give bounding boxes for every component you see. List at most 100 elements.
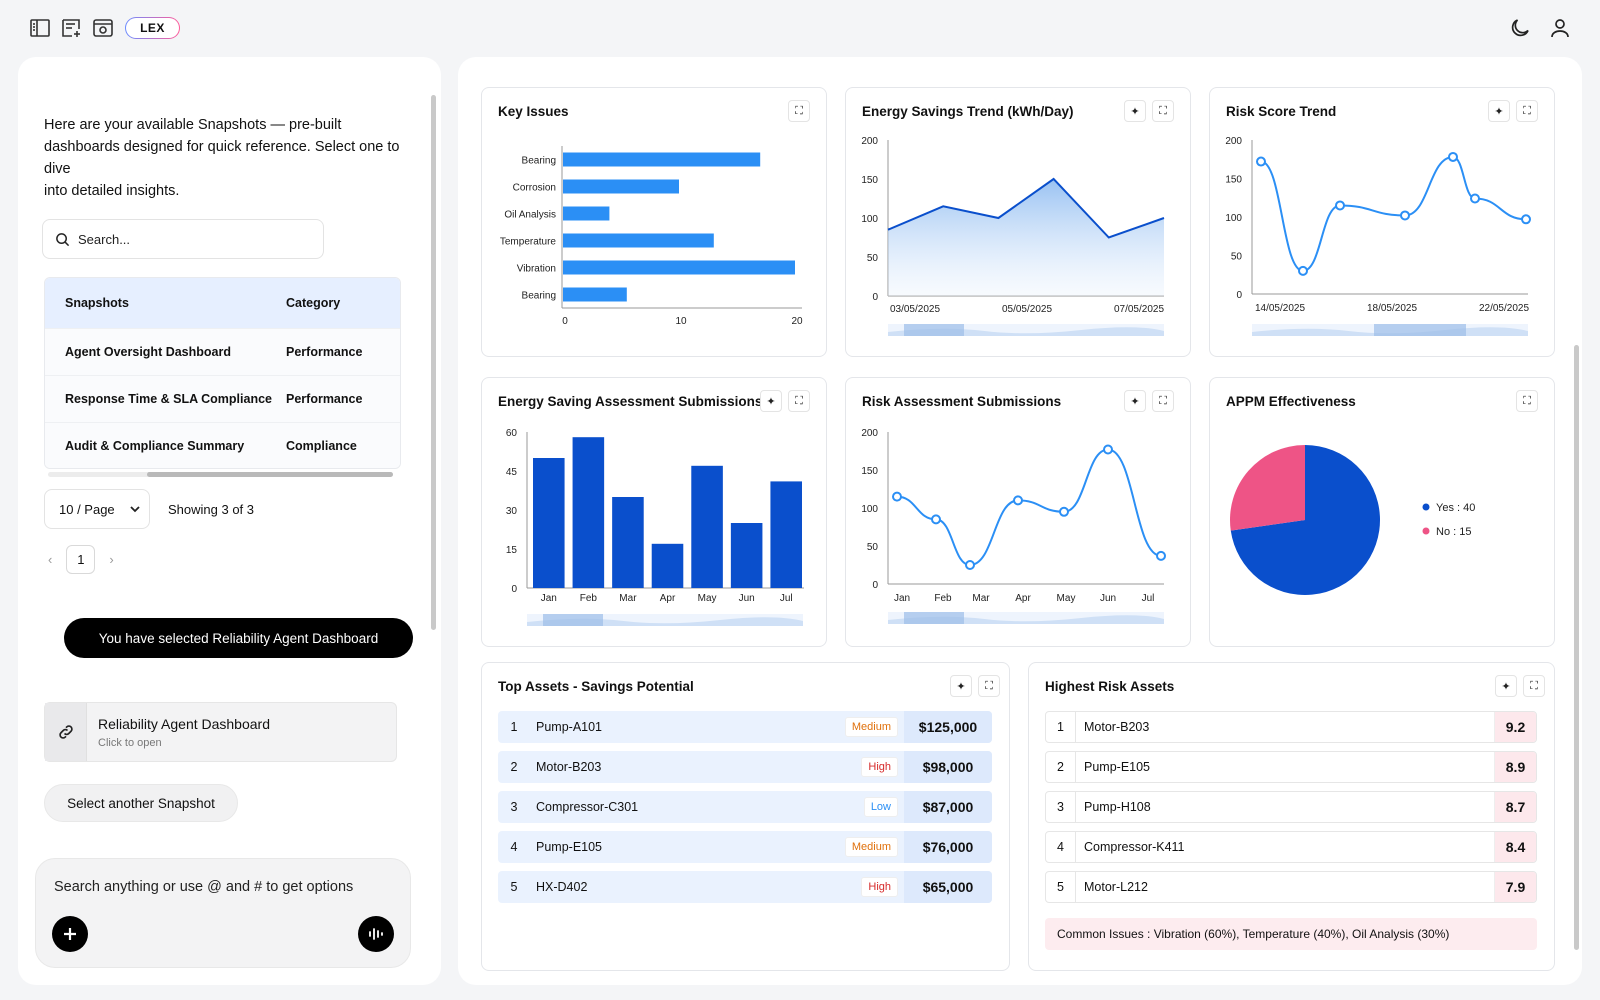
- expand-icon[interactable]: ⛶: [1516, 100, 1538, 122]
- x-tick-label: Mar: [972, 593, 990, 604]
- x-tick-label: Mar: [619, 593, 637, 604]
- category-label: Oil Analysis: [504, 210, 556, 221]
- sidebar-toggle-icon[interactable]: [28, 16, 52, 40]
- expand-icon[interactable]: ⛶: [788, 100, 810, 122]
- ai-sparkle-icon[interactable]: ✦: [760, 390, 782, 412]
- energy-trend-chart: 0 50 100 150 200 03/05/2025 05/05/2025 07/05/20…: [861, 136, 1164, 336]
- data-point: [931, 514, 941, 525]
- y-tick-label: 150: [1225, 175, 1242, 186]
- ai-sparkle-icon[interactable]: ✦: [1488, 100, 1510, 122]
- y-tick-label: 50: [867, 253, 879, 264]
- ai-sparkle-icon[interactable]: ✦: [950, 675, 972, 697]
- risk-asset-row[interactable]: 5 Motor-L212 7.9: [1045, 871, 1537, 903]
- page-number[interactable]: 1: [66, 545, 96, 574]
- x-tick-label: 22/05/2025: [1479, 303, 1529, 314]
- x-tick-label: 18/05/2025: [1367, 303, 1417, 314]
- voice-input-button[interactable]: [358, 916, 394, 952]
- dark-mode-moon-icon[interactable]: [1508, 16, 1532, 40]
- expand-icon[interactable]: ⛶: [1523, 675, 1545, 697]
- column-header-snapshots[interactable]: Snapshots: [65, 296, 129, 310]
- highest-risk-card: Highest Risk Assets ✦ ⛶ 1 Motor-B203 9.2 2 P…: [1028, 662, 1555, 971]
- column-header-category[interactable]: Category: [286, 296, 341, 310]
- card-title: Risk Score Trend: [1226, 104, 1337, 119]
- risk-asset-row[interactable]: 4 Compressor-K411 8.4: [1045, 831, 1537, 863]
- risk-asset-name: Motor-L212: [1084, 880, 1148, 894]
- snapshot-name: Response Time & SLA Compliance: [65, 392, 272, 406]
- data-point: [1335, 200, 1345, 211]
- asset-name: Pump-E105: [536, 840, 603, 854]
- ai-sparkle-icon[interactable]: ✦: [1495, 675, 1517, 697]
- area-fill: [888, 179, 1164, 296]
- expand-icon[interactable]: ⛶: [788, 390, 810, 412]
- y-tick-label: 0: [511, 584, 517, 595]
- table-row[interactable]: Response Time & SLA Compliance Performanc…: [45, 375, 400, 422]
- zoom-slider-window: [543, 614, 603, 626]
- expand-icon[interactable]: ⛶: [1152, 100, 1174, 122]
- expand-icon[interactable]: ⛶: [1516, 390, 1538, 412]
- x-tick-label: Jun: [739, 593, 755, 604]
- data-point: [1156, 550, 1166, 561]
- prev-page-icon[interactable]: ‹: [48, 552, 53, 567]
- dashboard-link-title: Reliability Agent Dashboard: [98, 715, 270, 732]
- bar: [730, 523, 763, 588]
- bar: [691, 465, 723, 588]
- data-point: [1298, 265, 1308, 276]
- chevron-down-icon: [130, 506, 140, 513]
- snapshot-search[interactable]: Search...: [42, 219, 324, 259]
- y-tick-label: 50: [867, 542, 879, 553]
- risk-score: 8.4: [1494, 832, 1536, 862]
- open-dashboard-card[interactable]: Reliability Agent Dashboard Click to ope…: [44, 702, 397, 762]
- dashboard-window-icon[interactable]: [91, 16, 115, 40]
- dashboard-vertical-scrollbar[interactable]: [1574, 345, 1579, 950]
- x-tick-label: 05/05/2025: [1002, 304, 1052, 315]
- table-row[interactable]: Agent Oversight Dashboard Performance: [45, 328, 400, 375]
- link-icon-box: [45, 703, 87, 761]
- data-point: [1013, 495, 1023, 506]
- expand-icon[interactable]: ⛶: [978, 675, 1000, 697]
- lex-badge[interactable]: LEX: [125, 17, 180, 39]
- asset-row[interactable]: 4 Pump-E105 Medium $76,000: [498, 831, 992, 863]
- x-tick-label: Jun: [1100, 593, 1116, 604]
- risk-rank: 4: [1046, 832, 1076, 862]
- x-tick-label: Apr: [660, 593, 676, 604]
- risk-asset-row[interactable]: 1 Motor-B203 9.2: [1045, 711, 1537, 743]
- y-tick-label: 0: [1236, 290, 1242, 301]
- priority-badge: High: [861, 757, 898, 777]
- ai-sparkle-icon[interactable]: ✦: [1124, 390, 1146, 412]
- risk-asset-row[interactable]: 3 Pump-H108 8.7: [1045, 791, 1537, 823]
- asset-row[interactable]: 2 Motor-B203 High $98,000: [498, 751, 992, 783]
- user-profile-icon[interactable]: [1548, 16, 1572, 40]
- bar: [612, 497, 644, 588]
- series-line: [896, 448, 1162, 567]
- asset-row[interactable]: 3 Compressor-C301 Low $87,000: [498, 791, 992, 823]
- asset-row[interactable]: 1 Pump-A101 Medium $125,000: [498, 711, 992, 743]
- risk-asset-name: Pump-H108: [1084, 800, 1151, 814]
- select-another-snapshot-button[interactable]: Select another Snapshot: [44, 784, 238, 822]
- expand-icon[interactable]: ⛶: [1152, 390, 1174, 412]
- ai-sparkle-icon[interactable]: ✦: [1124, 100, 1146, 122]
- table-horizontal-scrollbar[interactable]: [48, 472, 393, 477]
- panel-vertical-scrollbar[interactable]: [431, 95, 436, 630]
- page-size-select[interactable]: 10 / Page: [44, 489, 150, 529]
- snapshot-panel: Here are your available Snapshots — pre-…: [18, 57, 441, 985]
- snapshot-category: Performance: [286, 345, 363, 359]
- bar: [563, 233, 714, 248]
- priority-badge: Medium: [844, 837, 898, 857]
- energy-submissions-card: Energy Saving Assessment Submissions ✦ ⛶…: [481, 377, 827, 647]
- scrollbar-thumb[interactable]: [147, 472, 393, 477]
- chat-composer[interactable]: Search anything or use @ and # to get op…: [35, 858, 411, 968]
- risk-score: 9.2: [1494, 712, 1536, 742]
- risk-asset-row[interactable]: 2 Pump-E105 8.9: [1045, 751, 1537, 783]
- data-point: [1256, 156, 1266, 167]
- new-note-icon[interactable]: [59, 16, 83, 40]
- x-tick-label: May: [698, 593, 717, 604]
- priority-badge: Medium: [844, 717, 898, 737]
- add-attachment-button[interactable]: [52, 916, 88, 952]
- next-page-icon[interactable]: ›: [109, 552, 114, 567]
- asset-row[interactable]: 5 HX-D402 High $65,000: [498, 871, 992, 903]
- table-row[interactable]: Audit & Compliance Summary Compliance: [45, 422, 400, 468]
- asset-rank: 1: [510, 720, 518, 734]
- snapshot-category: Compliance: [286, 439, 357, 453]
- snapshot-name: Agent Oversight Dashboard: [65, 345, 231, 359]
- bar: [563, 179, 679, 194]
